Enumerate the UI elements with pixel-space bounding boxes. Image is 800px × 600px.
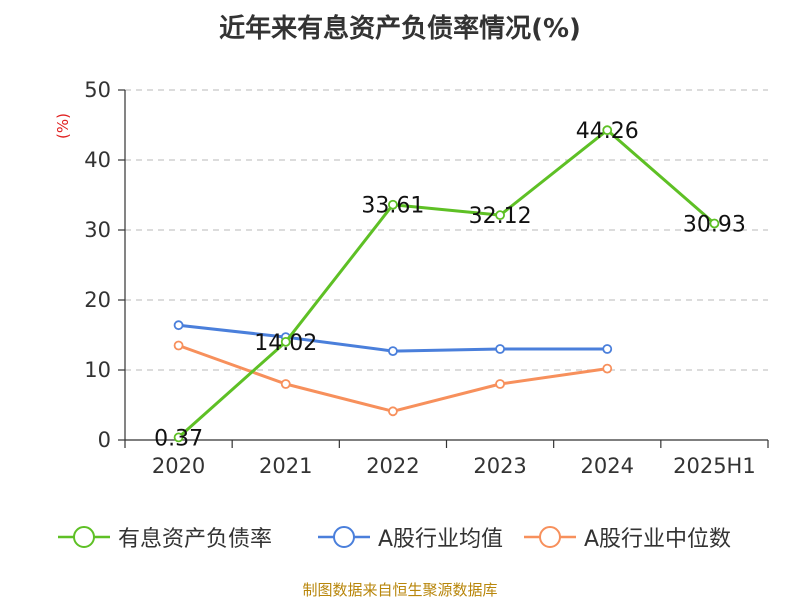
data-label: 33.61 (361, 194, 424, 219)
y-tick-label: 30 (84, 218, 111, 242)
data-point (173, 340, 184, 351)
legend-label: A股行业中位数 (584, 527, 732, 552)
chart-title: 近年来有息资产负债率情况(%) (219, 14, 581, 44)
data-point (495, 379, 505, 389)
data-point (173, 320, 184, 331)
data-point (388, 406, 398, 417)
legend-marker-icon (524, 526, 576, 548)
data-label: 44.26 (576, 119, 639, 144)
axes: 0 10 20 30 40 50 2020 2021 2022 2023 2024 2025H1 (%) (54, 78, 769, 478)
data-label: 32.12 (469, 204, 532, 229)
data-labels: 0.37 14.02 33.61 32.12 44.26 30.93 (154, 119, 746, 451)
y-tick-label: 50 (84, 78, 111, 102)
x-tick-label: 2022 (366, 454, 419, 478)
y-tick-label: 40 (84, 148, 111, 172)
data-point (602, 125, 613, 136)
legend-marker-icon (58, 526, 110, 548)
x-tick-label: 2024 (581, 454, 634, 478)
x-tick-label: 2023 (473, 454, 526, 478)
data-point (173, 432, 184, 443)
data-point (280, 336, 291, 347)
legend-marker-icon (318, 526, 370, 548)
data-point (495, 210, 505, 221)
data-label: 14.02 (254, 331, 317, 356)
data-point (602, 344, 613, 354)
legend-item[interactable]: 有息资产负债率 (58, 520, 272, 554)
data-label: 0.37 (154, 426, 203, 451)
legend-label: 有息资产负债率 (118, 527, 273, 552)
data-point (280, 379, 291, 389)
x-tick-label: 2025H1 (673, 454, 756, 478)
y-tick-label: 20 (84, 288, 111, 312)
source-note: 制图数据来自恒生聚源数据库 (302, 581, 498, 599)
legend-item[interactable]: A股行业中位数 (524, 520, 731, 554)
data-label: 30.93 (683, 212, 746, 237)
data-point (388, 346, 398, 357)
legend-item[interactable]: A股行业均值 (318, 520, 503, 554)
data-point (388, 199, 398, 210)
gridlines (125, 89, 768, 371)
y-axis-label: (%) (54, 113, 72, 139)
data-point (495, 344, 505, 354)
x-tick-label: 2020 (152, 454, 205, 478)
data-point (709, 218, 720, 229)
y-tick-label: 10 (84, 358, 111, 382)
x-tick-label: 2021 (259, 454, 312, 478)
series (173, 125, 720, 443)
legend: 有息资产负债率 A股行业均值 A股行业中位数 (0, 520, 800, 554)
series-line (177, 128, 716, 439)
data-point (602, 363, 613, 374)
legend-label: A股行业均值 (378, 527, 504, 552)
y-tick-label: 0 (98, 428, 111, 452)
